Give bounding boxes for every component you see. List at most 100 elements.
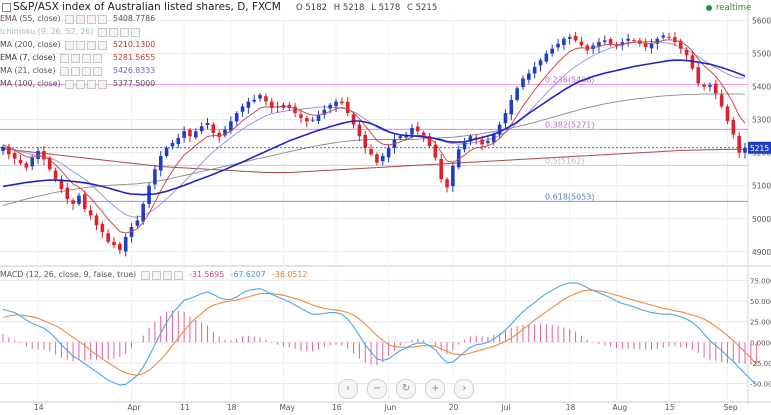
chart-title: S&P/ASX index of Australian listed share… <box>13 1 281 13</box>
candle-body <box>30 157 35 167</box>
candle-body <box>351 114 356 125</box>
candle-body <box>59 179 64 190</box>
eye-icon[interactable] <box>65 14 74 24</box>
price-tick-label: 5400 <box>752 83 771 92</box>
eye-icon[interactable] <box>60 66 70 76</box>
eye-icon[interactable] <box>97 27 107 37</box>
candle-body <box>53 170 58 180</box>
remove-icon[interactable] <box>87 40 97 50</box>
macd-legend[interactable]: MACD (12, 26, close, 9, false, true) -31… <box>0 270 307 280</box>
indicator-ichimoku[interactable]: Ichimoku (9, 26, 52, 26) <box>0 27 140 37</box>
candle-body <box>42 151 46 160</box>
indicator-value: 5408.7786 <box>113 14 156 23</box>
remove-icon[interactable] <box>87 79 97 89</box>
remove-icon[interactable] <box>82 53 92 63</box>
candle-body <box>386 147 391 158</box>
indicator-ema55[interactable]: EMA (55, close) 5408.7786 <box>0 14 155 24</box>
zoom-in-button[interactable]: + <box>425 379 446 399</box>
candle-body <box>661 35 666 38</box>
scroll-left-button[interactable]: ‹ <box>338 379 358 399</box>
candle-body <box>509 99 514 115</box>
candle-body <box>380 156 385 162</box>
fib-level-label: 0.618(5053) <box>545 192 595 201</box>
candle-body <box>153 169 157 185</box>
eye-icon[interactable] <box>65 40 75 50</box>
candle-body <box>743 147 747 153</box>
time-tick-label: 16 <box>332 403 342 412</box>
eye-icon[interactable] <box>65 79 75 89</box>
candle-body <box>532 66 537 74</box>
more-icon[interactable] <box>130 27 140 37</box>
candle-body <box>515 88 519 100</box>
candle-body <box>486 141 490 144</box>
ma100-line <box>2 93 746 207</box>
candle-body <box>234 113 239 122</box>
candle-body <box>141 203 146 222</box>
candle-body <box>544 53 549 62</box>
settings-icon[interactable] <box>71 53 81 63</box>
zoom-out-button[interactable]: − <box>367 379 388 399</box>
eye-icon[interactable] <box>60 53 70 63</box>
candle-body <box>573 35 578 41</box>
more-icon[interactable] <box>98 79 108 89</box>
indicator-value: 5210.1300 <box>113 40 156 49</box>
more-icon[interactable] <box>98 14 107 24</box>
candle-body <box>538 60 543 66</box>
indicator-ma21[interactable]: MA (21, close) 5426.8333 <box>0 66 155 76</box>
settings-icon[interactable] <box>76 79 86 89</box>
macd-tick-label: -50.0000 <box>750 381 771 389</box>
candle-body <box>562 38 566 46</box>
settings-icon[interactable] <box>76 40 86 50</box>
candle-body <box>678 40 683 49</box>
indicator-label: MA (200, close) <box>0 40 61 49</box>
remove-icon[interactable] <box>82 66 92 76</box>
candle-body <box>462 142 467 150</box>
indicator-value: 5377.5000 <box>113 79 156 88</box>
eye-icon[interactable] <box>140 270 150 280</box>
candle-body <box>702 84 706 87</box>
more-icon[interactable] <box>93 66 103 76</box>
indicator-ma100[interactable]: MA (100, close) 5377.5000 <box>0 79 155 89</box>
candle-body <box>632 40 636 42</box>
candle-body <box>439 158 443 180</box>
candle-body <box>731 120 736 135</box>
time-tick-label: Aug <box>612 403 627 412</box>
reset-button[interactable]: ↻ <box>396 379 417 399</box>
more-icon[interactable] <box>173 270 183 280</box>
settings-icon[interactable] <box>108 27 118 37</box>
remove-icon[interactable] <box>162 270 172 280</box>
indicator-label: EMA (55, close) <box>0 14 61 23</box>
candle-body <box>345 101 350 114</box>
settings-icon[interactable] <box>76 14 85 24</box>
settings-icon[interactable] <box>71 66 81 76</box>
more-icon[interactable] <box>93 53 103 63</box>
candle-body <box>334 101 338 107</box>
expand-icon[interactable] <box>2 3 11 12</box>
ema7-line <box>2 39 746 234</box>
candle-body <box>211 124 216 133</box>
candle-body <box>135 220 140 226</box>
candle-body <box>258 94 262 99</box>
candle-body <box>398 136 403 139</box>
candle-body <box>416 126 420 132</box>
candle-body <box>713 83 718 94</box>
candle-body <box>293 106 297 114</box>
candle-body <box>88 210 93 216</box>
candle-body <box>1 146 5 152</box>
remove-icon[interactable] <box>119 27 129 37</box>
scroll-right-button[interactable]: › <box>454 379 475 399</box>
candle-body <box>322 109 327 115</box>
settings-icon[interactable] <box>151 270 161 280</box>
price-tick-label: 5600 <box>752 17 771 26</box>
macd-hist-value: -31.5695 <box>189 270 225 279</box>
candle-body <box>229 121 233 131</box>
more-icon[interactable] <box>98 40 108 50</box>
remove-icon[interactable] <box>87 14 96 24</box>
ma200-line <box>2 148 745 173</box>
candle-body <box>696 67 701 84</box>
indicator-ma200[interactable]: MA (200, close) 5210.1300 <box>0 40 155 50</box>
indicator-ema7[interactable]: EMA (7, close) 5281.5655 <box>0 53 155 63</box>
price-tick-label: 5100 <box>752 182 771 191</box>
time-tick-label: 20 <box>449 403 459 412</box>
